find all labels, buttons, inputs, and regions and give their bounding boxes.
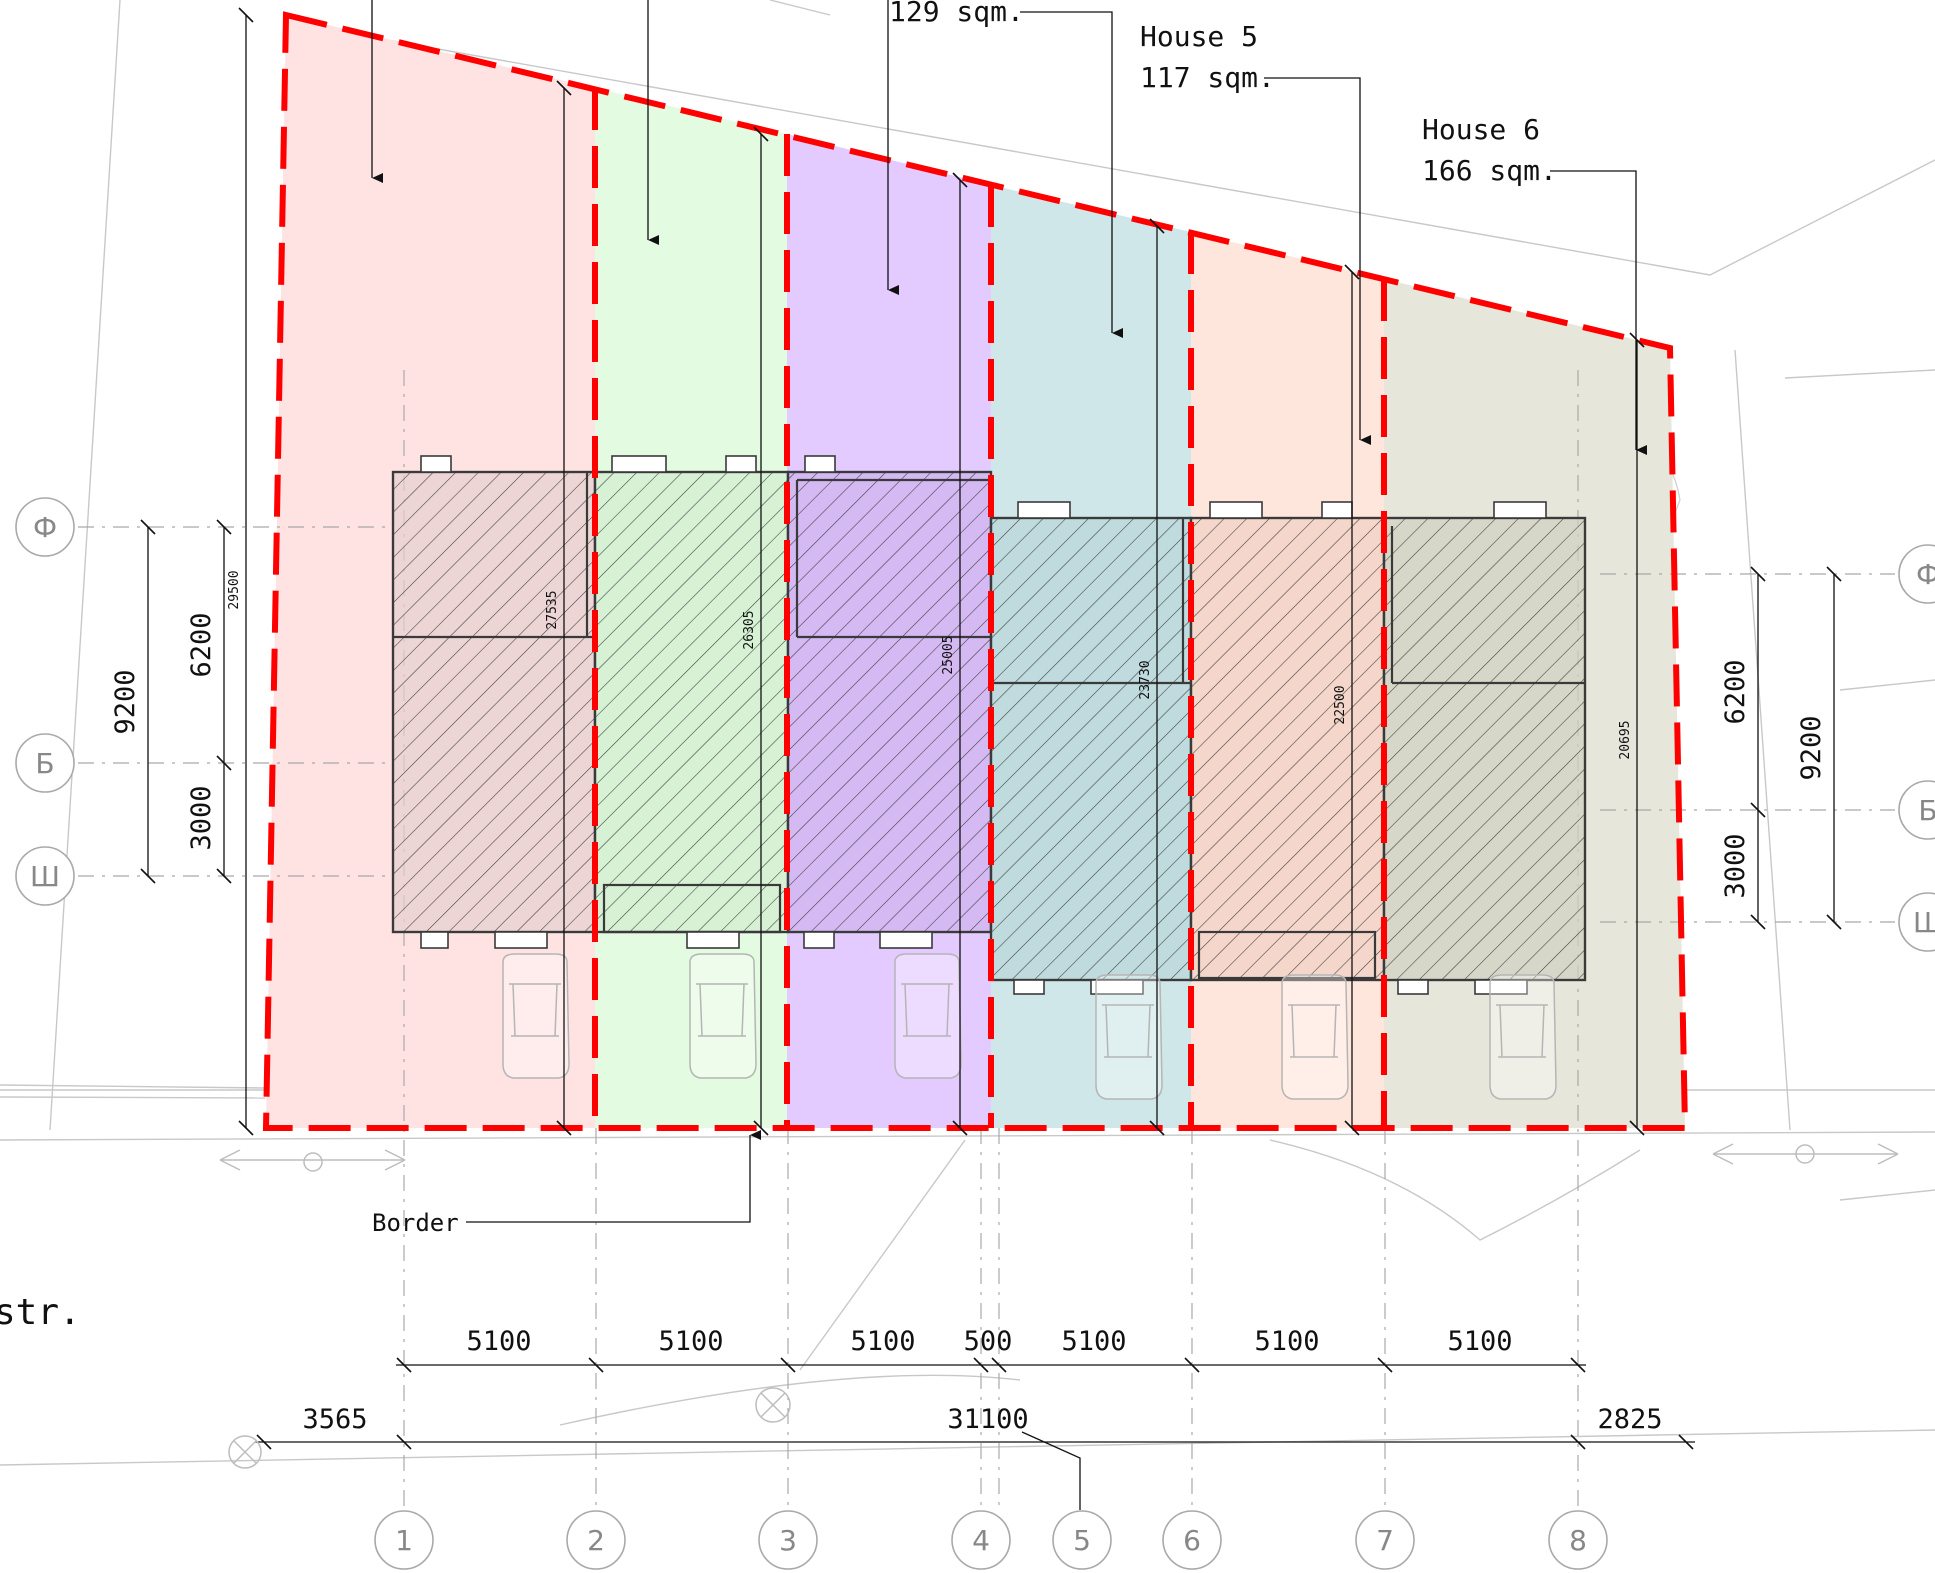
bottom-dimensions: 5100 5100 5100 500 5100 5100 5100 3565 3… bbox=[255, 1326, 1695, 1510]
car-icon bbox=[1095, 974, 1163, 1100]
depth-label: 20695 bbox=[1618, 720, 1633, 759]
left-dimensions: 9200 6200 3000 bbox=[110, 519, 232, 884]
axis-letter: Ф bbox=[1916, 558, 1935, 591]
depth-label: 26305 bbox=[742, 610, 757, 649]
axis-letter: Ш bbox=[1913, 906, 1935, 939]
axis-letter: Б bbox=[35, 747, 54, 780]
grid-bubble-icon bbox=[1052, 1510, 1112, 1570]
axis-letter: Б bbox=[1918, 794, 1935, 827]
grid-bubble-icon bbox=[15, 497, 75, 557]
grid-bubble-icon bbox=[566, 1510, 626, 1570]
axis-number: 2 bbox=[587, 1524, 605, 1557]
house-6-name: House 6 bbox=[1422, 113, 1540, 146]
grid-axis-labels: 1 2 3 4 5 6 7 8 Ф Б Ш Ф Б Ш bbox=[30, 511, 1935, 1557]
car-icon bbox=[1281, 974, 1349, 1100]
grid-bubble-icon bbox=[374, 1510, 434, 1570]
grid-bubble-icon bbox=[1548, 1510, 1608, 1570]
context-lines bbox=[0, 0, 1935, 1466]
dim-bottom-row1: 5100 bbox=[1447, 1326, 1512, 1357]
grid-bubble-icon bbox=[1898, 892, 1935, 952]
dim-left-overall: 9200 bbox=[110, 669, 141, 734]
house-labels: 129 sqm. House 5 117 sqm. House 6 166 sq… bbox=[0, 0, 1557, 1333]
north-marker-icon bbox=[228, 1435, 262, 1469]
axis-number: 4 bbox=[972, 1524, 990, 1557]
north-marker-icon bbox=[755, 1387, 791, 1423]
depth-label: 25005 bbox=[941, 635, 956, 674]
site-markers bbox=[219, 1143, 1899, 1469]
street-label: str. bbox=[0, 1292, 81, 1333]
depth-label: 29500 bbox=[227, 570, 242, 609]
dim-bottom-row1: 5100 bbox=[1254, 1326, 1319, 1357]
dim-right-overall: 9200 bbox=[1796, 715, 1827, 780]
car-icon bbox=[689, 953, 757, 1079]
house-5-name: House 5 bbox=[1140, 20, 1258, 53]
dim-bottom-row1: 500 bbox=[964, 1326, 1013, 1357]
car-icon bbox=[502, 953, 570, 1079]
houses bbox=[391, 455, 1587, 995]
dim-left-upper: 6200 bbox=[186, 612, 217, 677]
plot-border-lines bbox=[262, 11, 1689, 1131]
dim-left-lower: 3000 bbox=[186, 785, 217, 850]
dim-bottom-total: 31100 bbox=[947, 1404, 1028, 1435]
grid-bubble-icon bbox=[1898, 544, 1935, 604]
axis-letter: Ф bbox=[33, 511, 57, 544]
site-border bbox=[262, 11, 1689, 1131]
axis-number: 7 bbox=[1376, 1524, 1394, 1557]
grid-bubble-icon bbox=[1898, 780, 1935, 840]
dim-bottom-right: 2825 bbox=[1597, 1404, 1662, 1435]
house-5-area: 117 sqm. bbox=[1140, 61, 1275, 94]
house-4-area: 129 sqm. bbox=[889, 0, 1024, 28]
axis-number: 8 bbox=[1569, 1524, 1587, 1557]
car-icon bbox=[894, 953, 962, 1079]
right-dimensions: 6200 3000 9200 bbox=[1720, 566, 1842, 930]
arrow-icon bbox=[1020, 11, 1123, 338]
grid-bubble-icon bbox=[951, 1510, 1011, 1570]
grid-bubble-icon bbox=[15, 846, 75, 906]
arrow-icon bbox=[1550, 170, 1647, 455]
dim-bottom-row1: 5100 bbox=[466, 1326, 531, 1357]
border-label: Border bbox=[372, 1209, 459, 1237]
grid-axis-bubbles bbox=[15, 497, 1935, 1570]
grid-bubble-icon bbox=[1162, 1510, 1222, 1570]
depth-label: 22500 bbox=[1333, 685, 1348, 724]
dim-bottom-left: 3565 bbox=[302, 1404, 367, 1435]
axis-number: 1 bbox=[395, 1524, 413, 1557]
grid-bubble-icon bbox=[758, 1510, 818, 1570]
arrow-icon bbox=[1264, 77, 1371, 445]
plot-depth-dimensions: 29500 27535 26305 25005 23730 22500 2069… bbox=[227, 7, 1645, 1136]
arrow-icon bbox=[466, 1130, 761, 1223]
depth-label: 27535 bbox=[545, 590, 560, 629]
grid-bubble-icon bbox=[1355, 1510, 1415, 1570]
grid-bubble-icon bbox=[15, 733, 75, 793]
car-icon bbox=[1489, 974, 1557, 1100]
dim-right-lower: 3000 bbox=[1720, 833, 1751, 898]
axis-number: 6 bbox=[1183, 1524, 1201, 1557]
axis-number: 5 bbox=[1073, 1524, 1091, 1557]
dim-bottom-row1: 5100 bbox=[850, 1326, 915, 1357]
dim-right-upper: 6200 bbox=[1720, 659, 1751, 724]
dim-bottom-row1: 5100 bbox=[658, 1326, 723, 1357]
axis-number: 3 bbox=[779, 1524, 797, 1557]
axis-letter: Ш bbox=[30, 860, 60, 893]
leader-arrows bbox=[371, 0, 1647, 1223]
dim-bottom-row1: 5100 bbox=[1061, 1326, 1126, 1357]
house-6-area: 166 sqm. bbox=[1422, 154, 1557, 187]
depth-label: 23730 bbox=[1138, 660, 1153, 699]
